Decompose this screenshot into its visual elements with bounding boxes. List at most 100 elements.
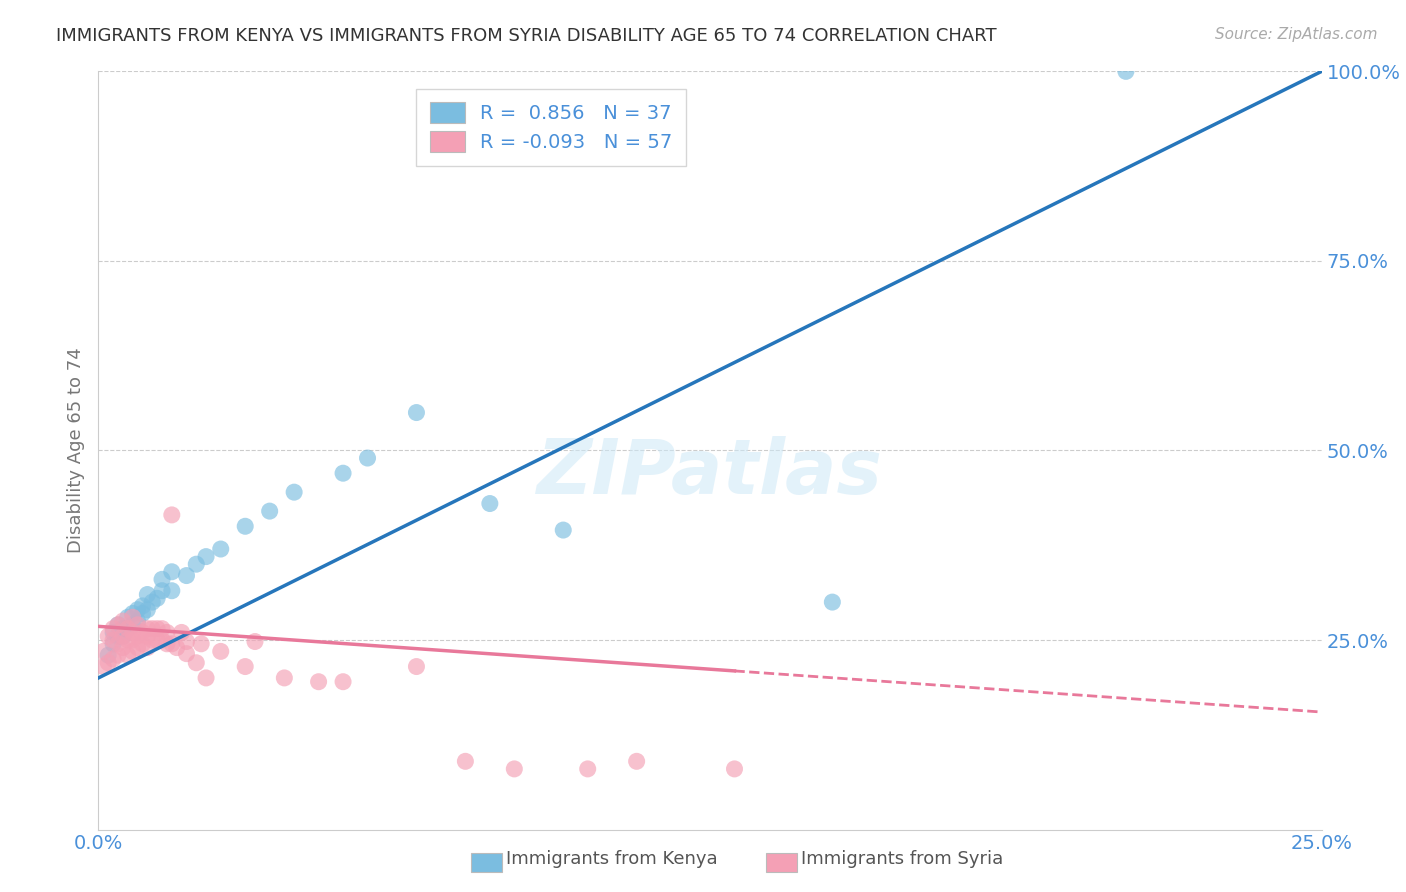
Text: Immigrants from Kenya: Immigrants from Kenya xyxy=(506,850,718,868)
Point xyxy=(821,595,844,609)
Point xyxy=(454,755,477,769)
Point xyxy=(156,637,179,651)
Point xyxy=(127,614,149,628)
Point xyxy=(176,634,198,648)
Point xyxy=(121,617,143,632)
Point xyxy=(186,557,208,572)
Legend: R =  0.856   N = 37, R = -0.093   N = 57: R = 0.856 N = 37, R = -0.093 N = 57 xyxy=(416,88,686,166)
Point xyxy=(356,451,378,466)
Text: IMMIGRANTS FROM KENYA VS IMMIGRANTS FROM SYRIA DISABILITY AGE 65 TO 74 CORRELATI: IMMIGRANTS FROM KENYA VS IMMIGRANTS FROM… xyxy=(56,27,997,45)
Point xyxy=(141,633,163,648)
Point xyxy=(91,644,114,658)
Point xyxy=(723,762,745,776)
Point xyxy=(176,568,198,582)
Point xyxy=(160,637,183,651)
Point xyxy=(576,762,599,776)
Point xyxy=(186,656,208,670)
Point xyxy=(160,583,183,598)
Point xyxy=(405,659,427,673)
Point xyxy=(111,614,134,628)
Point xyxy=(91,659,114,673)
Point xyxy=(1115,64,1137,78)
Point xyxy=(127,629,149,643)
Point xyxy=(101,652,124,666)
Point xyxy=(141,595,163,609)
Point xyxy=(150,583,173,598)
Point xyxy=(117,622,139,636)
Point xyxy=(127,603,149,617)
Point xyxy=(626,755,648,769)
Y-axis label: Disability Age 65 to 74: Disability Age 65 to 74 xyxy=(66,348,84,553)
Point xyxy=(160,508,183,522)
Point xyxy=(141,622,163,636)
Point xyxy=(111,629,134,643)
Point xyxy=(209,542,232,557)
Point xyxy=(308,674,330,689)
Point xyxy=(97,656,120,670)
Point xyxy=(97,629,120,643)
Point xyxy=(101,622,124,636)
Point xyxy=(121,644,143,658)
Point xyxy=(243,634,266,648)
Point xyxy=(190,637,212,651)
Point xyxy=(107,629,129,643)
Point xyxy=(146,591,169,606)
Point xyxy=(97,648,120,662)
Point xyxy=(117,610,139,624)
Point xyxy=(209,644,232,658)
Point xyxy=(101,637,124,651)
Text: Immigrants from Syria: Immigrants from Syria xyxy=(801,850,1004,868)
Point xyxy=(166,640,188,655)
Point xyxy=(107,637,129,651)
Point xyxy=(150,633,173,648)
Point xyxy=(121,625,143,640)
Point xyxy=(150,622,173,636)
Point xyxy=(503,762,526,776)
Point xyxy=(150,573,173,587)
Point xyxy=(131,637,153,651)
Point xyxy=(170,625,193,640)
Point xyxy=(136,622,159,636)
Point xyxy=(233,659,256,673)
Text: ZIPatlas: ZIPatlas xyxy=(537,436,883,510)
Point xyxy=(146,633,169,648)
Point xyxy=(121,633,143,648)
Point xyxy=(160,565,183,579)
Point xyxy=(117,633,139,648)
Point xyxy=(127,640,149,655)
Point xyxy=(478,496,501,510)
Point xyxy=(332,674,354,689)
Point xyxy=(156,625,179,640)
Point xyxy=(121,610,143,624)
Point xyxy=(111,640,134,655)
Point xyxy=(233,519,256,533)
Point xyxy=(121,607,143,621)
Point xyxy=(117,622,139,636)
Point xyxy=(136,588,159,602)
Point xyxy=(127,617,149,632)
Point xyxy=(107,617,129,632)
Point xyxy=(131,607,153,621)
Point xyxy=(259,504,281,518)
Point xyxy=(107,617,129,632)
Point xyxy=(131,599,153,613)
Point xyxy=(107,648,129,662)
Point xyxy=(332,467,354,481)
Point xyxy=(131,625,153,640)
Text: Source: ZipAtlas.com: Source: ZipAtlas.com xyxy=(1215,27,1378,42)
Point xyxy=(101,633,124,648)
Point xyxy=(136,603,159,617)
Point xyxy=(101,625,124,640)
Point xyxy=(111,629,134,643)
Point xyxy=(273,671,295,685)
Point xyxy=(136,640,159,655)
Point xyxy=(405,405,427,420)
Point xyxy=(195,671,218,685)
Point xyxy=(283,485,305,500)
Point xyxy=(111,622,134,636)
Point xyxy=(553,523,575,537)
Point xyxy=(176,647,198,661)
Point xyxy=(117,648,139,662)
Point xyxy=(195,549,218,564)
Point xyxy=(146,622,169,636)
